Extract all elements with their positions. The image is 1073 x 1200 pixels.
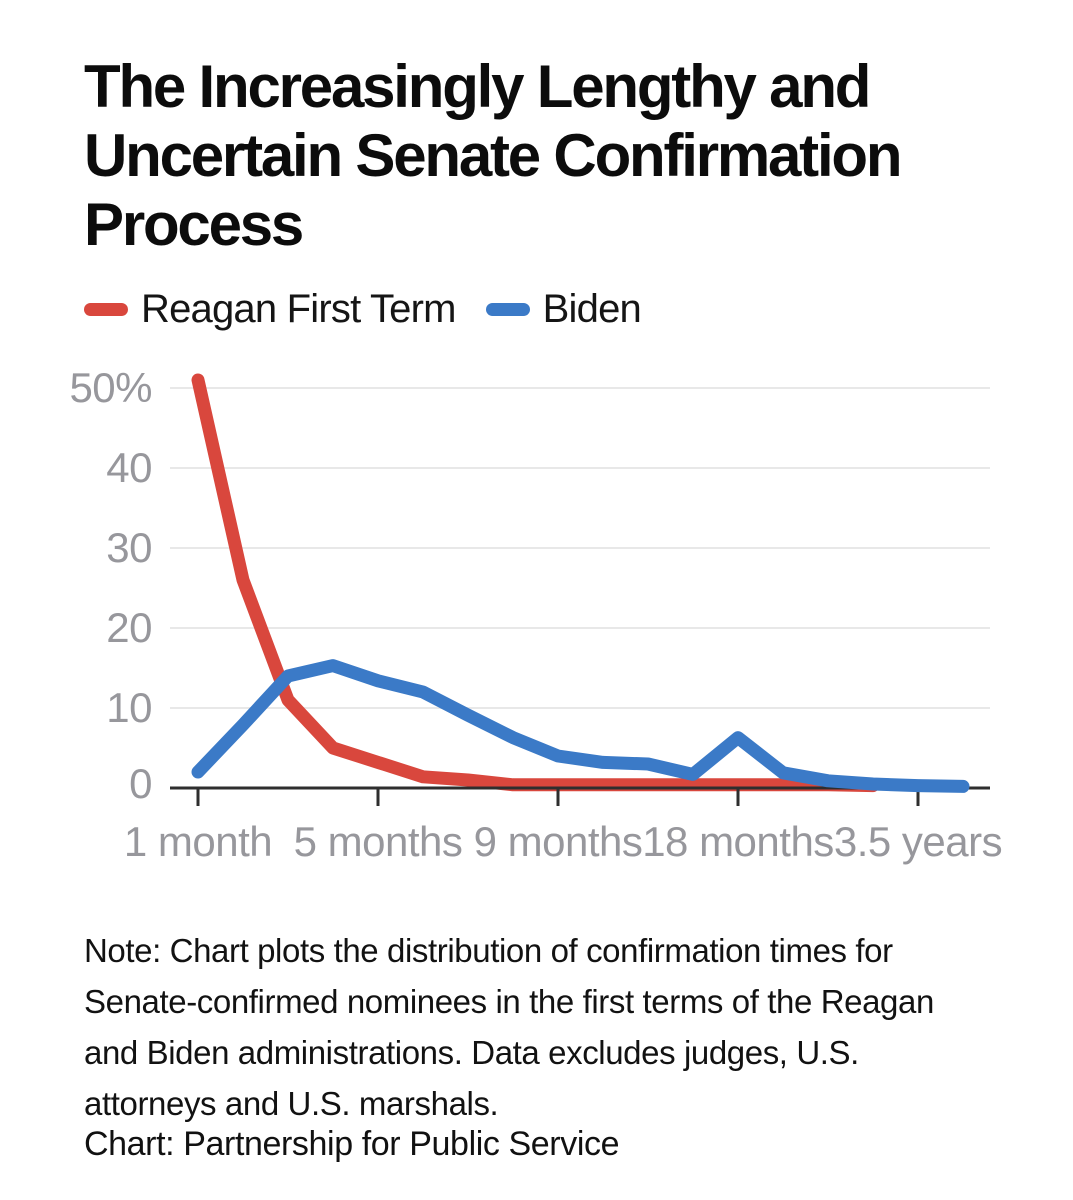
chart-title-line-2: Uncertain Senate Confirmation [84,122,903,189]
chart-title: The Increasingly Lengthy and Uncertain S… [84,52,903,259]
legend-item-reagan: Reagan First Term [84,287,456,332]
chart-note-line-4: attorneys and U.S. marshals. [84,1085,499,1122]
legend-swatch-reagan-icon [84,303,128,316]
legend-item-biden: Biden [485,287,642,332]
chart-canvas: 50% 40 30 20 10 0 1 month 5 months 9 months 18 mo… [69,364,1002,865]
chart-note-line-2: Senate-confirmed nominees in the first t… [84,983,934,1020]
y-axis-label: 20 [106,604,152,651]
y-axis-label: 40 [106,444,152,491]
chart-note-line-3: and Biden administrations. Data excludes… [84,1034,859,1071]
x-axis-label: 18 months [642,818,834,865]
legend-label-reagan: Reagan First Term [141,287,456,331]
x-axis-label: 5 months [294,818,463,865]
legend-label-biden: Biden [542,287,642,331]
legend-swatch-biden-icon [485,303,530,316]
chart-title-line-3: Process [84,191,304,258]
legend: Reagan First Term Biden [84,287,642,332]
chart-credit: Chart: Partnership for Public Service [84,1125,620,1163]
y-axis-label: 30 [106,524,152,571]
chart-note-line-1: Note: Chart plots the distribution of co… [84,932,893,969]
y-axis-label: 0 [129,760,152,807]
x-axis-label: 3.5 years [834,818,1002,865]
x-axis-label: 1 month [124,818,272,865]
chart-note: Note: Chart plots the distribution of co… [84,925,934,1129]
chart-title-line-1: The Increasingly Lengthy and [84,53,871,120]
series-line-reagan [191,373,880,793]
x-axis-label: 9 months [474,818,643,865]
series-line-biden [191,659,970,793]
y-axis-label: 50% [69,364,152,411]
y-axis-label: 10 [106,684,152,731]
